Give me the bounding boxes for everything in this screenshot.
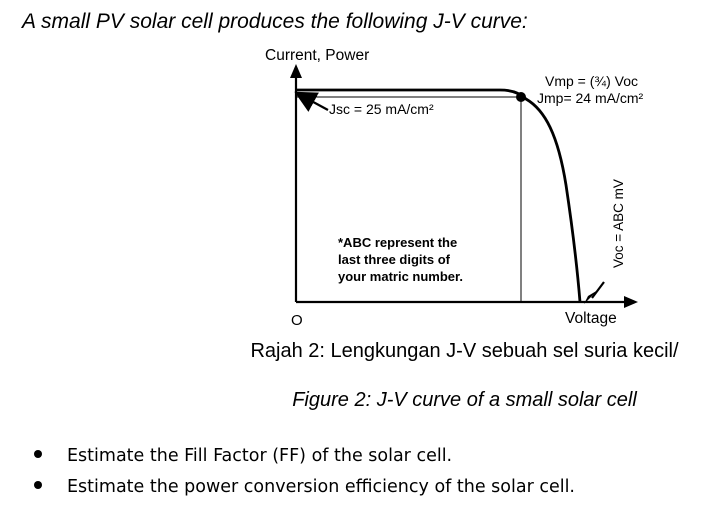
jmp-label: Jmp= 24 mA/cm² — [537, 90, 644, 106]
vmp-label: Vmp = (¾) Voc — [545, 73, 638, 89]
y-axis-label: Current, Power — [265, 47, 369, 64]
question-text: Estimate the Fill Factor (FF) of the sol… — [67, 446, 453, 466]
note-line-1: *ABC represent the — [338, 235, 457, 250]
max-power-point — [516, 92, 526, 102]
question-text: Estimate the power conversion efficiency… — [67, 477, 575, 497]
voc-label: Voc = ABC mV — [611, 179, 626, 268]
list-item: Estimate the Fill Factor (FF) of the sol… — [34, 446, 452, 466]
origin-label: O — [291, 312, 303, 329]
bullet-icon — [34, 450, 42, 458]
figure-caption-english: Figure 2: J-V curve of a small solar cel… — [292, 389, 637, 411]
jsc-label: Jsc = 25 mA/cm² — [329, 101, 434, 117]
jv-curve — [296, 88, 582, 303]
bullet-icon — [34, 481, 42, 489]
jv-curve-diagram: Current, Power Voltage O Jsc = 25 mA/cm²… — [265, 47, 644, 329]
note-line-2: last three digits of — [338, 252, 451, 267]
jsc-pointer-arrow-icon — [294, 91, 329, 112]
x-axis-label: Voltage — [565, 310, 617, 327]
list-item: Estimate the power conversion efficiency… — [34, 477, 575, 497]
intro-text: A small PV solar cell produces the follo… — [22, 10, 528, 33]
figure-caption-malay: Rajah 2: Lengkungan J-V sebuah sel suria… — [250, 340, 679, 362]
x-axis-arrow-icon — [624, 296, 638, 308]
voc-pointer-tip-icon — [584, 290, 598, 304]
y-axis-arrow-icon — [290, 64, 302, 78]
note-line-3: your matric number. — [338, 269, 463, 284]
